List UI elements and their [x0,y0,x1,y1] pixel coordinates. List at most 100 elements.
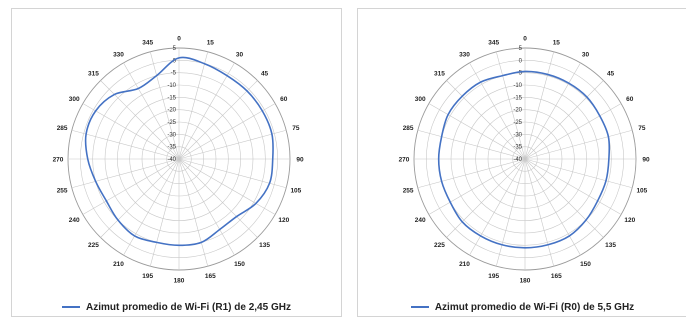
grid-spoke [428,103,526,160]
grid-spoke [495,158,526,267]
grid-spoke [178,158,287,189]
angle-tick-label: 345 [488,39,499,46]
angle-tick-label: 0 [523,35,527,42]
legend-left: Azimut promedio de Wi-Fi (R1) de 2,45 GH… [12,299,341,315]
grid-spoke [178,62,235,160]
radial-tick-label: 0 [173,58,177,64]
grid-spoke [469,62,526,160]
grid-spoke [178,80,258,160]
angle-tick-label: 255 [403,188,414,195]
angle-tick-label: 90 [642,156,650,163]
grid-left [67,47,291,271]
grid-spoke [82,158,180,215]
angle-tick-label: 285 [403,125,414,132]
angle-tick-label: 15 [207,39,215,46]
angle-tick-label: 225 [434,242,445,249]
grid-spoke [469,158,526,256]
angle-tick-label: 30 [236,52,244,59]
angle-tick-label: 150 [580,261,591,268]
grid-spoke [100,158,180,238]
grid-spoke [524,158,622,215]
grid-spoke [446,158,526,238]
grid-spoke [495,51,526,160]
angle-tick-label: 135 [259,242,270,249]
angle-tick-label: 165 [551,273,562,280]
angle-tick-label: 120 [278,217,289,224]
grid-spoke [123,62,180,160]
angle-tick-label: 30 [582,52,590,59]
radial-tick-label: 5 [519,46,523,52]
radial-tick-label: -25 [513,120,522,126]
angle-tick-label: 300 [415,96,426,103]
angle-tick-label: 180 [174,277,185,284]
grid-spoke [524,158,581,256]
polar-plot-right: 0 15 30 45 60 75 90 105 120 135 150 165 180 195 210 225… [399,35,650,284]
radial-tick-label: -10 [167,83,176,89]
grid-spoke [100,80,180,160]
grid-spoke [82,103,180,160]
radial-tick-label: 0 [519,58,523,64]
grid-spoke [524,103,622,160]
angle-tick-label: 330 [113,52,124,59]
grid-spoke [149,158,180,267]
radial-tick-label: -20 [513,108,522,114]
series-line-left [84,56,274,247]
angle-tick-label: 195 [488,273,499,280]
series-line-right [437,70,611,249]
angle-tick-label: 75 [292,125,300,132]
radial-tick-label: -15 [167,95,176,101]
radial-tick-label: -30 [167,132,176,138]
angle-tick-label: 270 [53,156,64,163]
angle-tick-label: 45 [261,71,269,78]
grid-spoke [428,158,526,215]
angle-tick-label: 240 [415,217,426,224]
angle-tick-label: 240 [69,217,80,224]
angle-tick-label: 330 [459,52,470,59]
radial-tick-label: -20 [167,108,176,114]
radial-tick-label: 5 [173,46,177,52]
grid-spoke [71,158,180,189]
angle-tick-label: 315 [434,71,445,78]
legend-label-left: Azimut promedio de Wi-Fi (R1) de 2,45 GH… [86,301,291,313]
grid-spoke [524,158,604,238]
grid-spoke [178,158,235,256]
radial-tick-label: -10 [513,83,522,89]
radial-tick-label: -35 [167,145,176,151]
polar-plot-left: 0 15 30 45 60 75 90 105 120 135 150 165 180 195 210 225… [53,35,304,284]
grid-spoke [178,158,258,238]
angle-tick-label: 285 [57,125,68,132]
angle-tick-label: 135 [605,242,616,249]
angle-tick-label: 105 [290,188,301,195]
angle-tick-label: 165 [205,273,216,280]
grid-spoke [524,51,555,160]
angle-tick-label: 180 [520,277,531,284]
angle-tick-label: 120 [624,217,635,224]
angle-tick-label: 90 [296,156,304,163]
grid-spoke [446,80,526,160]
radial-tick-label: -35 [513,145,522,151]
angle-tick-label: 270 [399,156,410,163]
grid-spoke [524,62,581,160]
grid-spoke [524,158,633,189]
angle-tick-label: 300 [69,96,80,103]
radial-tick-label: -15 [513,95,522,101]
angle-tick-label: 195 [142,273,153,280]
angle-tick-label: 225 [88,242,99,249]
grid-spoke [524,129,633,160]
grid-spoke [71,129,180,160]
radial-tick-label: -25 [167,120,176,126]
angle-tick-label: 45 [607,71,615,78]
angle-tick-label: 210 [113,261,124,268]
radial-tick-label: -40 [513,157,522,163]
angle-tick-label: 15 [553,39,561,46]
grid-right [413,47,637,271]
legend-label-right: Azimut promedio de Wi-Fi (R0) de 5,5 GHz [434,301,635,313]
grid-spoke [123,158,180,256]
grid-spoke [524,158,555,267]
radial-tick-label: -30 [513,132,522,138]
angle-tick-label: 60 [280,96,288,103]
angle-tick-label: 210 [459,261,470,268]
legend-swatch-right [410,306,429,308]
grid-spoke [178,103,276,160]
angle-tick-label: 75 [638,125,646,132]
